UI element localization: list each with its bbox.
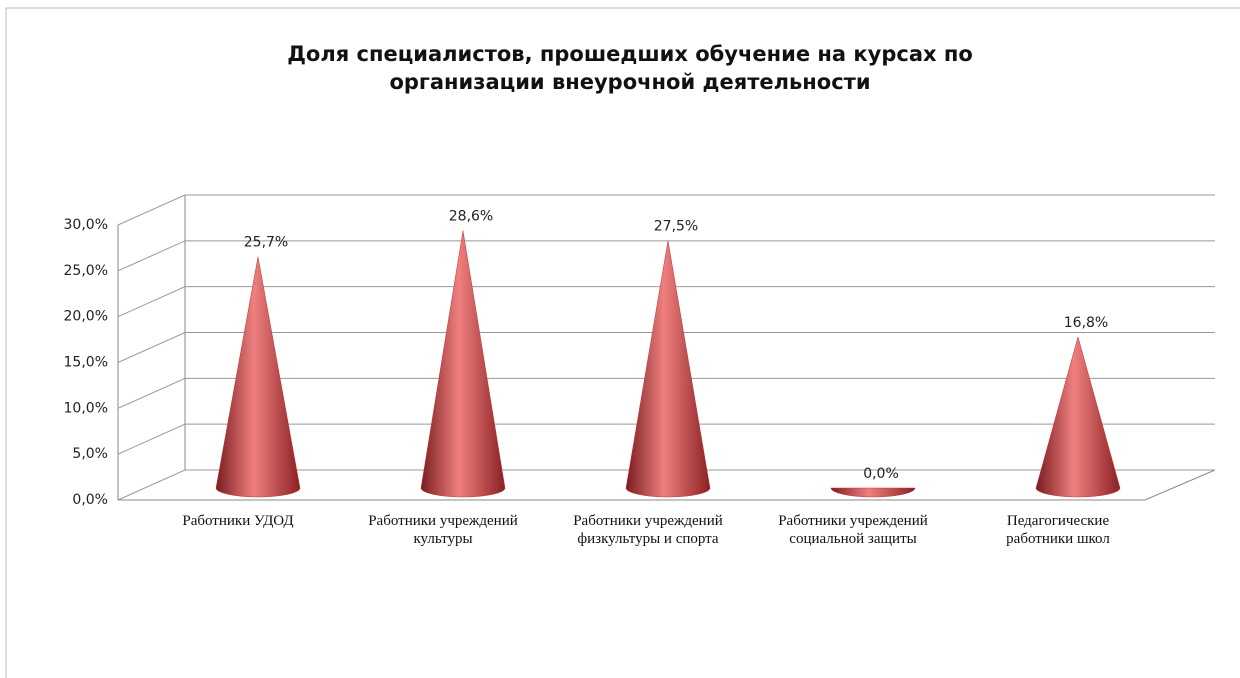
x-tick-label: Работники учреждений физкультуры и спорт…: [573, 513, 723, 547]
value-label: 16,8%: [1064, 315, 1108, 331]
chart-title: Доля специалистов, прошедших обучение на…: [287, 42, 973, 94]
y-tick-label: 25,0%: [64, 263, 108, 279]
cone: [215, 256, 301, 498]
chart-border: [5, 7, 1240, 678]
x-tick-label: Работники учреждений культуры: [368, 513, 518, 547]
cone: [830, 487, 916, 498]
value-label: 0,0%: [863, 466, 899, 482]
grid-line: [117, 423, 1215, 455]
value-label: 27,5%: [654, 219, 698, 235]
value-label: 28,6%: [449, 209, 493, 225]
cone: [420, 230, 506, 498]
y-tick-label: 0,0%: [72, 492, 108, 508]
y-tick-label: 10,0%: [64, 400, 108, 416]
y-tick-label: 5,0%: [72, 446, 108, 462]
x-tick-label: Работники учреждений социальной защиты: [778, 513, 928, 547]
grid-line: [117, 332, 1215, 363]
x-tick-label: Работники УДОД: [182, 513, 294, 529]
cone: [1035, 335, 1121, 498]
grid-line: [117, 194, 1215, 226]
cone: [625, 240, 711, 498]
grid-line: [117, 377, 1215, 409]
grid-line: [117, 469, 1215, 501]
y-tick-label: 20,0%: [64, 309, 108, 325]
y-tick-label: 30,0%: [64, 217, 108, 233]
floor-edge: [118, 469, 1216, 501]
grid-line: [117, 240, 1215, 272]
y-tick-label: 15,0%: [64, 355, 108, 371]
grid-line: [117, 286, 1215, 318]
x-tick-label: Педагогические работники школ: [1006, 513, 1110, 547]
value-label: 25,7%: [244, 235, 288, 251]
